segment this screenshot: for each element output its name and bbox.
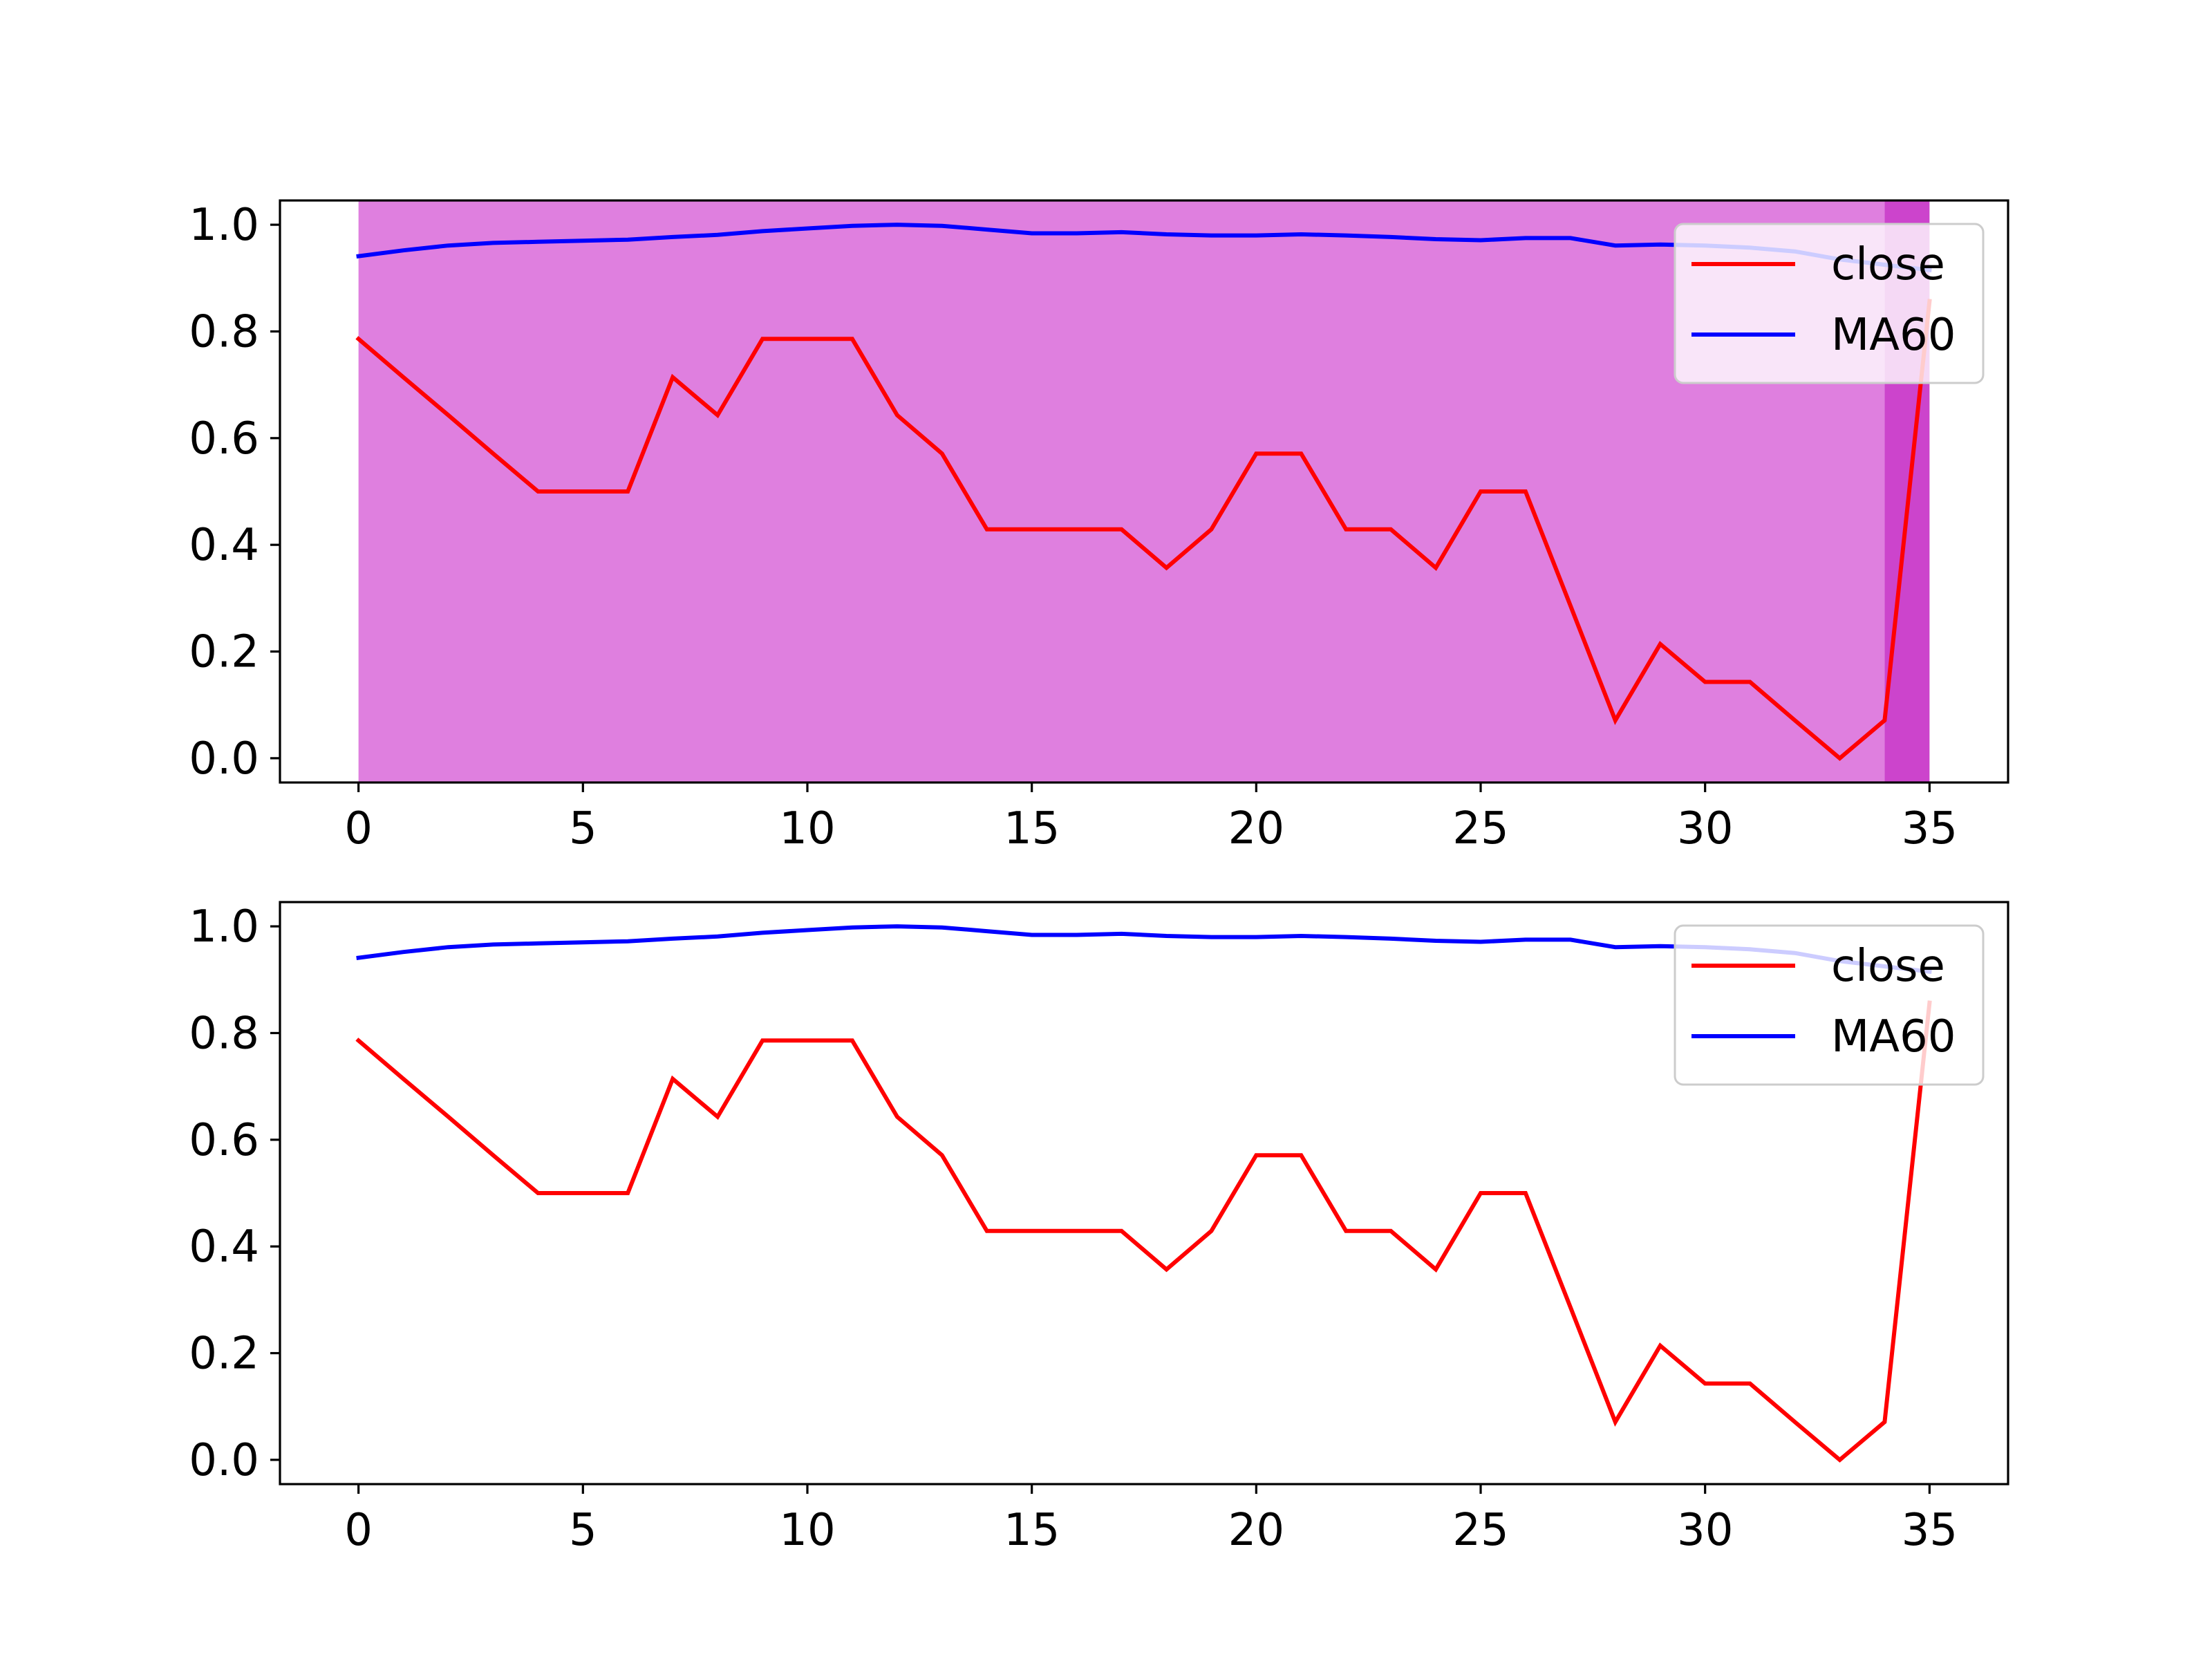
subplot-1: 0 5 10 15 20 25 30 35 0.0 0.2 0.4 0.6 0.8 1.0 close MA6… [189, 199, 2009, 854]
legend-label-close: close [1831, 239, 1945, 290]
x-tick-label: 30 [1677, 1505, 1733, 1556]
axes-frame [279, 199, 2009, 784]
x-tick-label: 35 [1902, 1505, 1958, 1556]
y-tick-label: 0.8 [189, 1008, 259, 1059]
legend-label-close: close [1831, 941, 1945, 992]
y-tick-label: 0.2 [189, 1329, 259, 1380]
x-tick-label: 10 [779, 803, 835, 854]
legend-label-ma60: MA60 [1831, 310, 1956, 361]
x-tick-label: 5 [569, 1505, 597, 1556]
x-tick-label: 5 [569, 803, 597, 854]
x-tick-label: 15 [1004, 1505, 1060, 1556]
x-tick-label: 15 [1004, 803, 1060, 854]
x-tick-label: 0 [344, 1505, 373, 1556]
y-tick-label: 0.8 [189, 306, 259, 357]
y-tick-label: 0.0 [189, 1435, 259, 1486]
y-tick-label: 0.4 [189, 1221, 259, 1273]
x-tick-label: 30 [1677, 803, 1733, 854]
x-tick-label: 25 [1452, 1505, 1508, 1556]
subplot-2: 0 5 10 15 20 25 30 35 0.0 0.2 0.4 0.6 0.8 1.0 close MA6… [189, 901, 2009, 1556]
x-tick-label: 10 [779, 1505, 835, 1556]
x-tick-label: 20 [1228, 803, 1284, 854]
y-tick-label: 1.0 [189, 200, 259, 251]
axes-frame [279, 901, 2009, 1485]
y-tick-label: 1.0 [189, 901, 259, 953]
x-tick-label: 0 [344, 803, 373, 854]
y-tick-label: 0.4 [189, 520, 259, 571]
x-tick-label: 25 [1452, 803, 1508, 854]
series-line-ma60 [356, 924, 1932, 975]
y-tick-label: 0.6 [189, 413, 259, 465]
x-tick-label: 20 [1228, 1505, 1284, 1556]
legend-label-ma60: MA60 [1831, 1011, 1956, 1062]
x-tick-label: 35 [1902, 803, 1958, 854]
y-tick-label: 0.6 [189, 1115, 259, 1166]
series-line-close [355, 299, 1932, 761]
y-tick-label: 0.2 [189, 627, 259, 678]
series-line-ma60 [356, 223, 1932, 273]
series-line-close [355, 1000, 1932, 1463]
y-tick-label: 0.0 [189, 733, 259, 785]
